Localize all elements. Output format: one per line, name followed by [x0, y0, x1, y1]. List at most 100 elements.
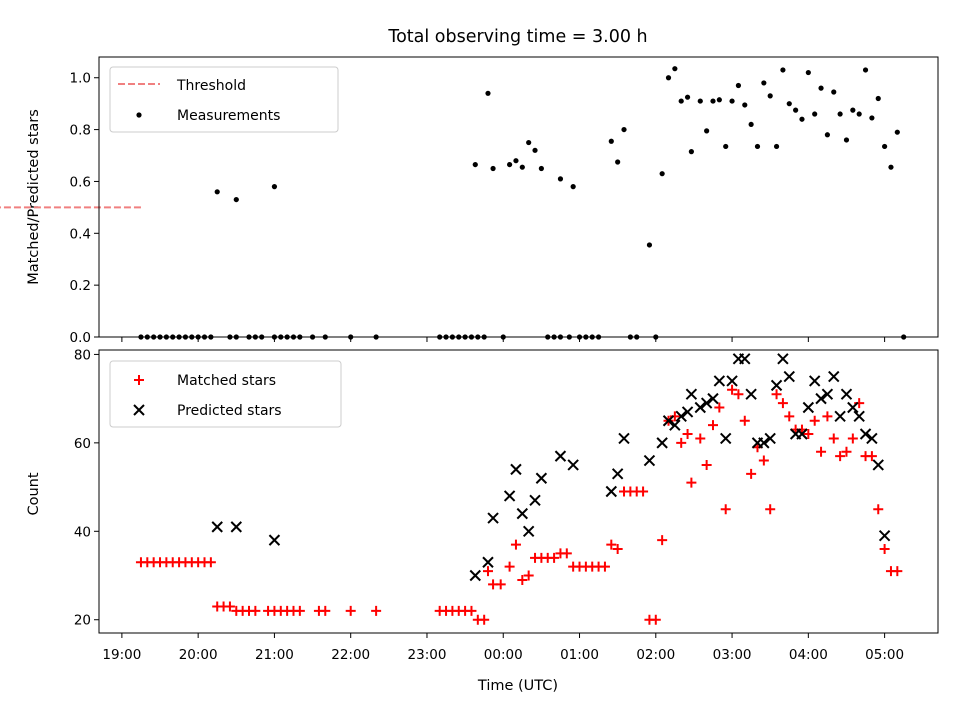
predicted-star-marker	[834, 410, 846, 423]
matched-star-marker	[320, 605, 331, 616]
bottom-y-tick-label: 40	[74, 524, 91, 540]
predicted-star-marker	[611, 468, 624, 480]
predicted-star-marker	[618, 432, 630, 445]
measurement-point	[233, 196, 239, 203]
predicted-star-marker	[866, 432, 878, 445]
measurement-point	[805, 69, 811, 76]
measurement-point	[894, 129, 900, 135]
top-y-axis-label: Matched/Predicted stars	[26, 109, 42, 285]
x-tick-label: 21:00	[255, 647, 294, 663]
predicted-star-marker	[745, 388, 757, 400]
matched-star-marker	[746, 468, 757, 479]
predicted-star-marker	[554, 450, 567, 462]
measurement-point	[888, 164, 894, 170]
measurement-point	[786, 101, 792, 107]
predicted-star-marker	[487, 512, 499, 524]
matched-star-marker	[561, 548, 572, 559]
measurement-point	[532, 147, 538, 153]
measurement-point	[831, 89, 837, 95]
measurement-point	[697, 98, 703, 104]
matched-star-marker	[720, 504, 731, 515]
predicted-star-marker	[859, 428, 872, 440]
bottom-y-tick-label: 80	[74, 347, 91, 363]
measurement-point	[472, 161, 478, 168]
predicted-star-marker	[211, 521, 223, 533]
predicted-star-marker	[535, 472, 548, 484]
measurement-point	[856, 111, 862, 117]
predicted-star-marker	[675, 410, 687, 423]
measurement-point	[869, 115, 875, 121]
predicted-star-marker	[529, 494, 541, 507]
bottom-legend: Matched stars Predicted stars	[109, 360, 342, 428]
predicted-star-marker	[482, 556, 494, 568]
matched-star-marker	[682, 429, 693, 440]
measurement-point	[735, 82, 742, 89]
measurement-point	[570, 184, 576, 190]
matched-star-marker	[657, 535, 668, 546]
measurement-point	[729, 98, 735, 104]
x-tick-label: 23:00	[408, 647, 447, 663]
measurement-point	[761, 80, 767, 86]
x-tick-label: 05:00	[865, 647, 904, 663]
predicted-star-marker	[685, 388, 698, 400]
measurement-point	[767, 93, 773, 99]
measurement-point	[793, 107, 799, 113]
matched-star-marker	[345, 605, 356, 616]
predicted-star-marker	[510, 463, 522, 476]
matched-star-marker	[612, 543, 623, 554]
matched-star-marker	[739, 415, 750, 426]
legend-measurement-label: Measurements	[177, 108, 280, 124]
predicted-star-marker	[828, 370, 840, 383]
measurement-point	[799, 116, 805, 122]
measurement-point	[818, 85, 824, 91]
matched-star-marker	[714, 402, 725, 413]
predicted-star-marker	[662, 415, 675, 427]
predicted-star-marker	[815, 392, 827, 405]
matched-star-marker	[835, 451, 846, 462]
measurement-point	[875, 95, 881, 102]
measurement-point	[672, 66, 678, 72]
measurement-point	[519, 164, 525, 170]
measurement-point	[621, 126, 627, 133]
measurement-point	[507, 161, 513, 168]
legend-predicted-label: Predicted stars	[177, 403, 282, 419]
measurement-point	[485, 90, 491, 96]
measurement-point	[843, 137, 850, 143]
matched-star-marker	[854, 398, 865, 409]
measurement-point	[557, 176, 564, 182]
predicted-star-marker	[605, 485, 618, 498]
x-tick-label: 20:00	[179, 647, 218, 663]
measurement-point	[659, 171, 665, 177]
legend-predicted-swatch	[133, 404, 145, 416]
matched-star-marker	[822, 411, 833, 422]
matched-star-marker	[892, 566, 903, 577]
predicted-star-marker	[872, 459, 884, 471]
predicted-star-marker	[713, 375, 726, 387]
predicted-star-marker	[796, 428, 808, 440]
x-tick-label: 03:00	[713, 647, 752, 663]
matched-star-marker	[816, 446, 827, 457]
matched-star-marker	[765, 504, 776, 515]
predicted-star-marker	[878, 530, 891, 542]
matched-star-marker	[686, 477, 697, 488]
matched-star-marker	[517, 574, 528, 585]
predicted-star-marker	[516, 507, 529, 520]
top-axes-frame	[98, 56, 939, 338]
predicted-star-marker	[847, 401, 859, 414]
matched-star-marker	[676, 437, 687, 448]
matched-star-marker	[482, 566, 493, 577]
matched-star-marker	[733, 389, 744, 400]
matched-star-marker	[504, 561, 515, 572]
measurement-point	[862, 67, 869, 73]
matched-star-marker	[847, 433, 858, 444]
legend-matched-label: Matched stars	[177, 373, 276, 389]
predicted-star-marker	[840, 388, 853, 400]
predicted-star-marker	[802, 401, 815, 414]
top-y-tick-label: 1.0	[70, 71, 91, 87]
measurement-point	[526, 139, 532, 146]
predicted-star-marker	[764, 432, 776, 445]
measurement-point	[271, 184, 278, 190]
predicted-star-marker	[707, 392, 719, 405]
matched-star-marker	[479, 614, 490, 625]
